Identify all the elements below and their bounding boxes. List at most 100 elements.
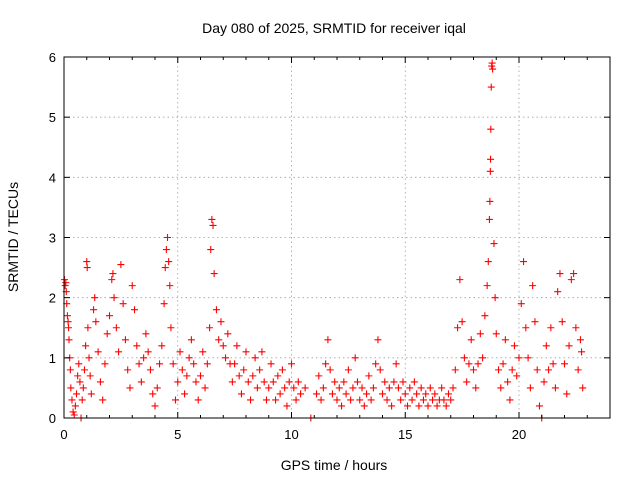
data-point xyxy=(176,348,184,356)
data-point xyxy=(465,360,473,368)
data-point xyxy=(331,378,339,386)
data-point xyxy=(574,366,582,374)
data-point xyxy=(501,336,509,344)
data-point xyxy=(197,372,204,380)
data-point xyxy=(404,402,412,410)
data-point xyxy=(140,354,148,362)
data-point xyxy=(108,276,116,284)
data-point xyxy=(578,348,586,356)
data-point xyxy=(326,366,334,374)
data-point xyxy=(510,342,518,350)
data-point xyxy=(137,378,145,386)
data-point xyxy=(161,264,169,272)
data-point xyxy=(199,348,207,356)
data-point xyxy=(410,378,418,386)
data-point xyxy=(563,390,571,398)
data-point xyxy=(121,336,129,344)
data-point xyxy=(87,390,95,398)
data-point xyxy=(474,360,482,368)
data-point xyxy=(431,390,439,398)
data-point xyxy=(75,360,83,368)
data-point xyxy=(206,324,214,332)
data-point xyxy=(235,372,243,380)
data-point xyxy=(224,330,232,338)
data-point xyxy=(385,384,393,392)
data-point xyxy=(353,378,361,386)
data-point xyxy=(520,258,528,266)
data-point xyxy=(313,390,321,398)
data-point xyxy=(570,270,578,278)
data-point xyxy=(444,390,452,398)
data-point xyxy=(69,408,77,416)
data-point xyxy=(486,167,494,175)
data-point xyxy=(162,246,170,254)
data-point xyxy=(481,312,489,320)
data-point xyxy=(363,390,371,398)
data-point xyxy=(174,378,182,386)
data-point xyxy=(487,155,495,163)
data-point xyxy=(272,396,280,404)
data-point xyxy=(203,360,211,368)
data-point xyxy=(463,378,471,386)
data-point xyxy=(165,258,173,266)
data-point xyxy=(549,360,557,368)
data-point xyxy=(365,372,373,380)
data-point xyxy=(260,378,268,386)
data-point xyxy=(438,384,446,392)
data-point xyxy=(126,384,134,392)
data-point xyxy=(356,396,364,404)
data-point xyxy=(171,396,179,404)
data-point xyxy=(103,330,111,338)
data-point xyxy=(342,390,350,398)
data-point xyxy=(347,396,355,404)
data-point xyxy=(358,384,366,392)
data-point xyxy=(488,59,496,67)
data-point xyxy=(124,366,132,374)
data-point xyxy=(472,384,480,392)
data-point xyxy=(440,396,448,404)
data-point xyxy=(65,336,73,344)
data-point xyxy=(109,270,117,278)
data-point xyxy=(249,372,257,380)
data-point xyxy=(70,411,78,419)
data-point xyxy=(185,354,193,362)
data-point xyxy=(397,396,405,404)
data-point xyxy=(458,318,466,326)
y-tick-label: 1 xyxy=(49,351,56,366)
data-point xyxy=(422,390,430,398)
data-point xyxy=(533,366,541,374)
data-point xyxy=(80,366,88,374)
data-point xyxy=(288,360,295,368)
data-point xyxy=(433,402,441,410)
data-point xyxy=(413,390,421,398)
data-point xyxy=(84,324,92,332)
data-point xyxy=(479,354,487,362)
data-point xyxy=(497,384,505,392)
y-tick-label: 2 xyxy=(49,291,56,306)
x-tick-label: 0 xyxy=(60,427,67,442)
data-point xyxy=(483,282,491,290)
data-point xyxy=(456,276,464,284)
chart-title: Day 080 of 2025, SRMTID for receiver iqa… xyxy=(202,20,466,36)
data-point xyxy=(324,336,332,344)
data-point xyxy=(117,261,125,269)
data-point xyxy=(490,240,498,248)
data-point xyxy=(166,282,174,290)
data-point xyxy=(258,348,266,356)
data-point xyxy=(164,234,172,241)
data-point xyxy=(63,312,71,320)
data-point xyxy=(91,294,99,302)
x-axis-title: GPS time / hours xyxy=(281,457,388,473)
data-point xyxy=(101,360,109,368)
data-point xyxy=(135,360,143,368)
data-point xyxy=(517,300,525,308)
data-point xyxy=(144,348,152,356)
data-point xyxy=(426,384,434,392)
data-point xyxy=(485,215,493,223)
data-point xyxy=(484,258,492,266)
data-point xyxy=(83,264,91,272)
data-point xyxy=(394,384,402,392)
data-point xyxy=(242,348,250,356)
data-point xyxy=(526,384,534,392)
